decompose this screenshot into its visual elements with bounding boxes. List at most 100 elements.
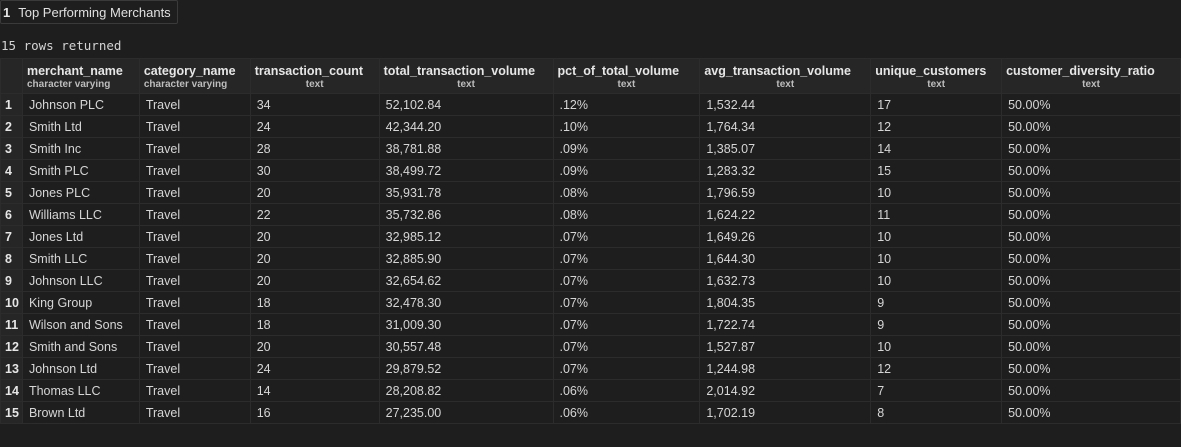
table-cell[interactable]: 2,014.92: [699, 379, 872, 402]
column-header-customer-diversity-ratio[interactable]: customer_diversity_ratio text: [1001, 58, 1181, 94]
table-cell[interactable]: 1,702.19: [699, 401, 872, 424]
table-row[interactable]: 15 Brown Ltd Travel 16 27,235.00.06% 1,702.19…: [0, 401, 1181, 424]
table-cell[interactable]: Travel: [138, 379, 251, 402]
table-cell[interactable]: 52,102.84: [378, 93, 554, 116]
table-cell[interactable]: 1,649.26: [699, 225, 872, 248]
table-cell[interactable]: 1,764.34: [699, 115, 872, 138]
table-cell[interactable]: 27,235.00: [378, 401, 554, 424]
table-row[interactable]: 3 Smith Inc Travel 28 38,781.88.09% 1,385.07 1…: [0, 137, 1181, 160]
table-cell[interactable]: 31,009.30: [378, 313, 554, 336]
table-cell[interactable]: 10: [870, 247, 1003, 270]
table-cell[interactable]: Travel: [138, 203, 251, 226]
table-row[interactable]: 14 Thomas LLC Travel 14 28,208.82.06% 2,014.9…: [0, 379, 1181, 402]
table-cell[interactable]: 24: [249, 357, 380, 380]
table-cell[interactable]: 11: [870, 203, 1003, 226]
table-cell[interactable]: .06%: [552, 401, 701, 424]
table-row[interactable]: 12 Smith and Sons Travel 20 30,557.48.07% 1,5…: [0, 335, 1181, 358]
table-cell[interactable]: 42,344.20: [378, 115, 554, 138]
table-cell[interactable]: Travel: [138, 335, 251, 358]
table-cell[interactable]: Travel: [138, 137, 251, 160]
table-cell[interactable]: Travel: [138, 313, 251, 336]
table-cell[interactable]: .08%: [552, 203, 701, 226]
table-cell[interactable]: 50.00%: [1001, 313, 1181, 336]
table-cell[interactable]: 1,796.59: [699, 181, 872, 204]
table-cell[interactable]: .09%: [552, 159, 701, 182]
table-cell[interactable]: 1,532.44: [699, 93, 872, 116]
table-cell[interactable]: Travel: [138, 159, 251, 182]
table-cell[interactable]: .12%: [552, 93, 701, 116]
table-cell[interactable]: .07%: [552, 313, 701, 336]
table-row[interactable]: 5 Jones PLC Travel 20 35,931.78.08% 1,796.59 1…: [0, 181, 1181, 204]
table-cell[interactable]: 22: [249, 203, 380, 226]
table-cell[interactable]: .08%: [552, 181, 701, 204]
table-cell[interactable]: 10: [870, 335, 1003, 358]
table-cell[interactable]: 1,804.35: [699, 291, 872, 314]
table-cell[interactable]: 28: [249, 137, 380, 160]
table-cell[interactable]: Smith and Sons: [21, 335, 140, 358]
table-cell[interactable]: Travel: [138, 93, 251, 116]
table-cell[interactable]: Travel: [138, 357, 251, 380]
table-cell[interactable]: 50.00%: [1001, 181, 1181, 204]
table-cell[interactable]: .09%: [552, 137, 701, 160]
table-cell[interactable]: Travel: [138, 269, 251, 292]
table-cell[interactable]: 50.00%: [1001, 203, 1181, 226]
column-header-transaction-count[interactable]: transaction_count text: [249, 58, 380, 94]
table-cell[interactable]: 20: [249, 225, 380, 248]
table-cell[interactable]: .07%: [552, 357, 701, 380]
table-cell[interactable]: Smith Ltd: [21, 115, 140, 138]
column-header-pct-of-total-volume[interactable]: pct_of_total_volume text: [552, 58, 701, 94]
table-cell[interactable]: 32,985.12: [378, 225, 554, 248]
table-cell[interactable]: 30,557.48: [378, 335, 554, 358]
table-cell[interactable]: .07%: [552, 269, 701, 292]
table-cell[interactable]: .10%: [552, 115, 701, 138]
table-cell[interactable]: 50.00%: [1001, 137, 1181, 160]
table-cell[interactable]: 50.00%: [1001, 225, 1181, 248]
table-cell[interactable]: 38,499.72: [378, 159, 554, 182]
table-row[interactable]: 4 Smith PLC Travel 30 38,499.72.09% 1,283.32 1…: [0, 159, 1181, 182]
table-cell[interactable]: 30: [249, 159, 380, 182]
table-row[interactable]: 8 Smith LLC Travel 20 32,885.90.07% 1,644.30 1…: [0, 247, 1181, 270]
table-cell[interactable]: 50.00%: [1001, 379, 1181, 402]
table-cell[interactable]: 10: [870, 181, 1003, 204]
table-cell[interactable]: 9: [870, 313, 1003, 336]
table-cell[interactable]: 1,644.30: [699, 247, 872, 270]
result-tab[interactable]: 1 Top Performing Merchants: [0, 0, 178, 24]
table-cell[interactable]: 20: [249, 181, 380, 204]
table-cell[interactable]: 15: [870, 159, 1003, 182]
table-cell[interactable]: 34: [249, 93, 380, 116]
table-cell[interactable]: 1,624.22: [699, 203, 872, 226]
table-cell[interactable]: Smith Inc: [21, 137, 140, 160]
table-cell[interactable]: 14: [870, 137, 1003, 160]
table-cell[interactable]: 1,244.98: [699, 357, 872, 380]
column-header-unique-customers[interactable]: unique_customers text: [870, 58, 1003, 94]
table-row[interactable]: 1 Johnson PLC Travel 34 52,102.84.12% 1,532.4…: [0, 93, 1181, 116]
table-cell[interactable]: Travel: [138, 247, 251, 270]
results-grid[interactable]: merchant_name character varying category…: [0, 58, 1181, 424]
table-cell[interactable]: 16: [249, 401, 380, 424]
table-cell[interactable]: 7: [870, 379, 1003, 402]
table-cell[interactable]: 50.00%: [1001, 159, 1181, 182]
table-cell[interactable]: 10: [870, 225, 1003, 248]
table-cell[interactable]: Travel: [138, 181, 251, 204]
table-cell[interactable]: .07%: [552, 247, 701, 270]
column-header-merchant-name[interactable]: merchant_name character varying: [21, 58, 140, 94]
table-cell[interactable]: .06%: [552, 379, 701, 402]
table-cell[interactable]: Jones Ltd: [21, 225, 140, 248]
table-cell[interactable]: .07%: [552, 291, 701, 314]
table-cell[interactable]: 32,478.30: [378, 291, 554, 314]
table-cell[interactable]: Johnson Ltd: [21, 357, 140, 380]
table-cell[interactable]: 29,879.52: [378, 357, 554, 380]
table-cell[interactable]: 38,781.88: [378, 137, 554, 160]
table-cell[interactable]: 50.00%: [1001, 357, 1181, 380]
table-cell[interactable]: Brown Ltd: [21, 401, 140, 424]
table-row[interactable]: 2 Smith Ltd Travel 24 42,344.20.10% 1,764.34 1…: [0, 115, 1181, 138]
table-cell[interactable]: 20: [249, 247, 380, 270]
table-cell[interactable]: Travel: [138, 115, 251, 138]
table-cell[interactable]: Williams LLC: [21, 203, 140, 226]
table-cell[interactable]: 10: [870, 269, 1003, 292]
table-cell[interactable]: Travel: [138, 225, 251, 248]
table-cell[interactable]: 50.00%: [1001, 401, 1181, 424]
table-cell[interactable]: .07%: [552, 225, 701, 248]
table-cell[interactable]: 1,632.73: [699, 269, 872, 292]
table-row[interactable]: 10 King Group Travel 18 32,478.30.07% 1,804.3…: [0, 291, 1181, 314]
